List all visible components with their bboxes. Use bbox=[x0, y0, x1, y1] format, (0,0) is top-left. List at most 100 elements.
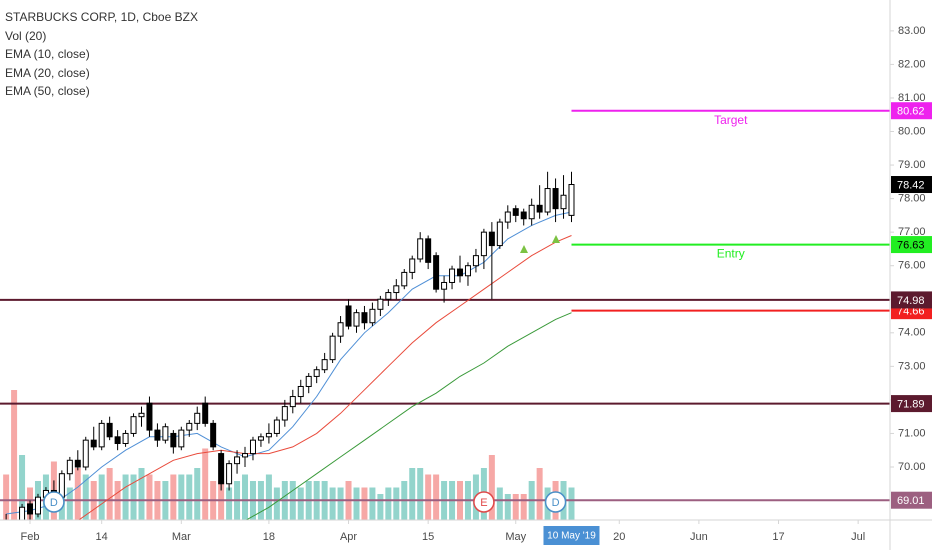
candle bbox=[194, 406, 201, 431]
x-tick-label: Jun bbox=[690, 531, 708, 543]
candle-body bbox=[138, 412, 145, 418]
candle bbox=[154, 423, 161, 447]
price-box-label: 76.63 bbox=[897, 239, 925, 251]
x-tick-label: May bbox=[505, 531, 526, 543]
candle-body bbox=[552, 188, 559, 210]
volume-bar bbox=[496, 487, 503, 520]
volume-bar bbox=[226, 487, 233, 520]
candle-body bbox=[512, 208, 519, 216]
x-tick-label: 20 bbox=[613, 531, 625, 543]
candle bbox=[242, 446, 249, 467]
candle bbox=[114, 430, 121, 451]
candle bbox=[568, 171, 575, 223]
y-tick-label: 76.00 bbox=[898, 260, 926, 272]
candle-body bbox=[194, 412, 201, 424]
event-label: D bbox=[50, 497, 58, 509]
candle-body bbox=[305, 375, 312, 387]
candle-body bbox=[106, 422, 113, 438]
volume-bar bbox=[122, 474, 129, 520]
candle bbox=[393, 279, 400, 300]
candle bbox=[19, 503, 26, 520]
legend-ema: EMA (20, close) bbox=[5, 66, 90, 80]
ema-line bbox=[245, 312, 572, 520]
candle-body bbox=[4, 524, 9, 534]
candle-body bbox=[321, 359, 328, 371]
crosshair-date-box bbox=[543, 526, 600, 545]
candle-body bbox=[226, 463, 233, 485]
candle bbox=[441, 275, 448, 303]
candle bbox=[273, 416, 280, 437]
candle-body bbox=[568, 184, 575, 216]
candle bbox=[98, 420, 105, 451]
chart-title: STARBUCKS CORP, 1D, Cboe BZX bbox=[5, 10, 198, 24]
candle bbox=[178, 426, 185, 451]
candle-body bbox=[130, 416, 137, 434]
candle-body bbox=[265, 432, 272, 438]
candle bbox=[337, 316, 344, 343]
candle bbox=[369, 302, 376, 327]
candle-body bbox=[170, 432, 177, 448]
volume-bar bbox=[385, 487, 392, 520]
candle-body bbox=[74, 459, 81, 468]
candle-body bbox=[34, 496, 41, 515]
volume-bar bbox=[369, 487, 376, 520]
volume-bar bbox=[417, 468, 424, 520]
candle-body bbox=[361, 312, 368, 324]
volume-bar bbox=[74, 468, 81, 520]
level-label: Target bbox=[714, 113, 748, 127]
candle bbox=[433, 252, 440, 293]
volume-bar bbox=[361, 487, 368, 520]
candle bbox=[536, 185, 543, 219]
event-marker bbox=[43, 491, 65, 513]
candle bbox=[27, 500, 34, 520]
x-tick-label: 17 bbox=[772, 531, 784, 543]
signal-marker bbox=[552, 235, 560, 243]
candle bbox=[552, 178, 559, 223]
price-box-label: 78.42 bbox=[897, 179, 925, 191]
legend: STARBUCKS CORP, 1D, Cboe BZX Vol (20) EM… bbox=[5, 10, 198, 98]
volume-bar bbox=[146, 474, 153, 520]
price-box bbox=[891, 176, 932, 194]
volume-bar bbox=[98, 474, 105, 520]
candle bbox=[353, 309, 360, 333]
volume-bar bbox=[536, 468, 543, 520]
candle-body bbox=[146, 402, 153, 431]
candle bbox=[66, 456, 73, 481]
candle-body bbox=[249, 439, 256, 455]
x-tick-label: 14 bbox=[96, 531, 108, 543]
plot-area: Target Entry D E D bbox=[0, 109, 890, 534]
ema-line bbox=[77, 235, 572, 520]
candle-body bbox=[289, 396, 296, 408]
volume-bar bbox=[297, 487, 304, 520]
price-box bbox=[891, 395, 932, 413]
candle-body bbox=[186, 422, 193, 431]
candle-body bbox=[154, 429, 161, 441]
candle bbox=[377, 295, 384, 317]
volume-bar bbox=[11, 390, 18, 520]
candle-body bbox=[98, 422, 105, 448]
x-tick-label: 18 bbox=[263, 531, 275, 543]
candle bbox=[449, 265, 456, 290]
candle bbox=[146, 396, 153, 437]
volume-bar bbox=[66, 487, 73, 520]
volume-bar bbox=[488, 455, 495, 520]
volume-bar bbox=[82, 474, 89, 520]
volume-bar bbox=[377, 494, 384, 520]
volume-bar bbox=[242, 474, 249, 520]
candle bbox=[265, 423, 272, 444]
x-tick-label: Apr bbox=[340, 531, 357, 543]
candle bbox=[305, 373, 312, 394]
y-tick-label: 70.00 bbox=[898, 461, 926, 473]
candle-body bbox=[425, 238, 432, 263]
candle-body bbox=[504, 211, 511, 223]
candle bbox=[345, 299, 352, 330]
candle-body bbox=[393, 285, 400, 294]
candle-body bbox=[353, 312, 360, 327]
candle bbox=[289, 389, 296, 414]
event-marker bbox=[473, 491, 495, 513]
candle-body bbox=[369, 308, 376, 324]
candle-body bbox=[257, 436, 264, 441]
candle bbox=[560, 175, 567, 219]
